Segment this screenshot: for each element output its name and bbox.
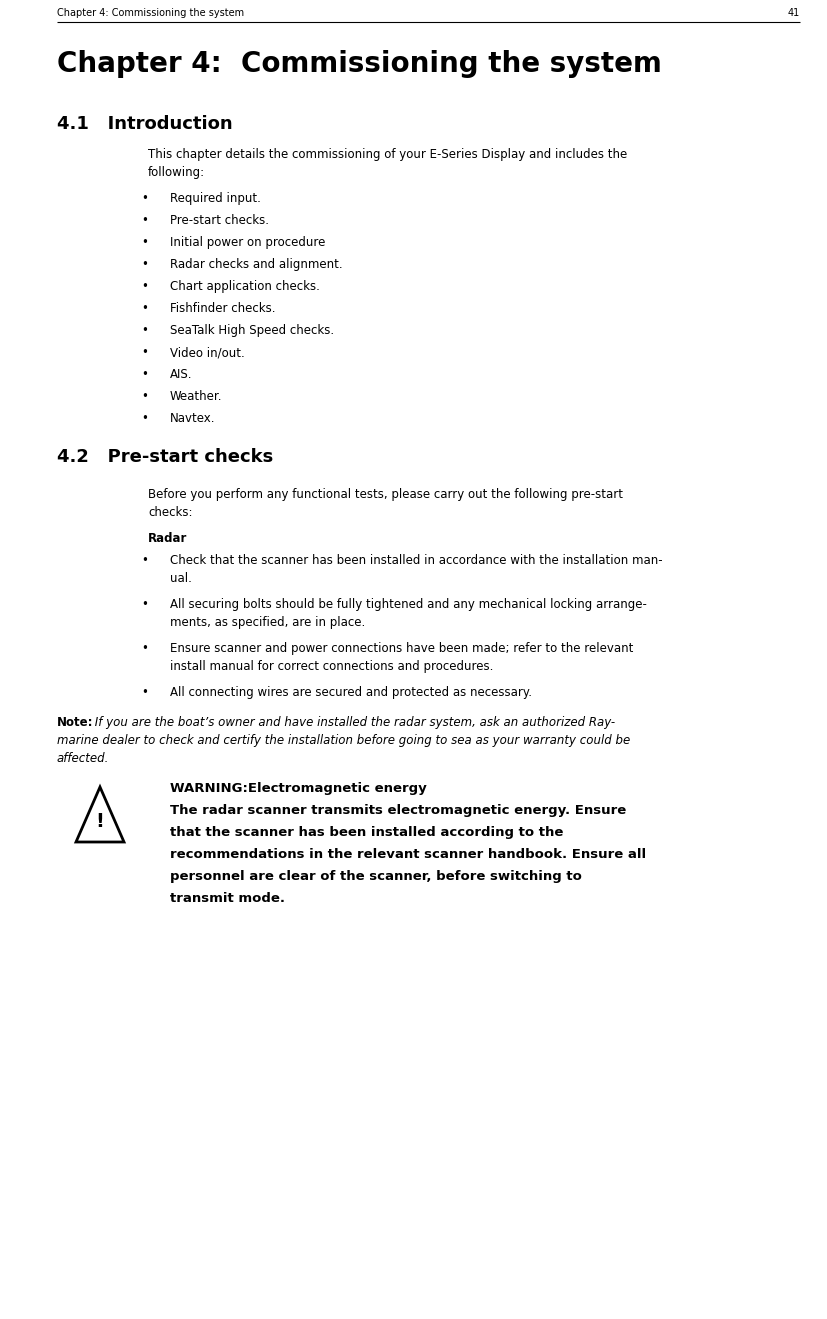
- Text: Chapter 4:  Commissioning the system: Chapter 4: Commissioning the system: [57, 50, 661, 78]
- Text: Pre-start checks.: Pre-start checks.: [170, 214, 269, 227]
- Text: ments, as specified, are in place.: ments, as specified, are in place.: [170, 616, 365, 629]
- Text: Chapter 4: Commissioning the system: Chapter 4: Commissioning the system: [57, 8, 244, 18]
- Text: 4.1   Introduction: 4.1 Introduction: [57, 115, 232, 133]
- Text: 4.2   Pre-start checks: 4.2 Pre-start checks: [57, 448, 273, 466]
- Text: !: !: [95, 811, 104, 831]
- Text: Fishfinder checks.: Fishfinder checks.: [170, 302, 275, 315]
- Text: Video in/out.: Video in/out.: [170, 346, 245, 359]
- Text: AIS.: AIS.: [170, 368, 192, 381]
- Text: •: •: [141, 259, 148, 270]
- Text: Check that the scanner has been installed in accordance with the installation ma: Check that the scanner has been installe…: [170, 554, 662, 567]
- Text: Ensure scanner and power connections have been made; refer to the relevant: Ensure scanner and power connections hav…: [170, 642, 633, 656]
- Text: •: •: [141, 598, 148, 611]
- Text: All securing bolts should be fully tightened and any mechanical locking arrange-: All securing bolts should be fully tight…: [170, 598, 646, 611]
- Text: ual.: ual.: [170, 572, 192, 586]
- Text: This chapter details the commissioning of your E-Series Display and includes the: This chapter details the commissioning o…: [148, 148, 627, 161]
- Text: •: •: [141, 214, 148, 227]
- Text: recommendations in the relevant scanner handbook. Ensure all: recommendations in the relevant scanner …: [170, 848, 645, 861]
- Text: Weather.: Weather.: [170, 390, 222, 404]
- Text: following:: following:: [148, 166, 205, 179]
- Text: Chart application checks.: Chart application checks.: [170, 280, 319, 293]
- Text: •: •: [141, 302, 148, 315]
- Text: Note:: Note:: [57, 716, 93, 729]
- Text: Required input.: Required input.: [170, 193, 261, 204]
- Text: that the scanner has been installed according to the: that the scanner has been installed acco…: [170, 826, 562, 839]
- Text: •: •: [141, 324, 148, 336]
- Text: •: •: [141, 554, 148, 567]
- Text: All connecting wires are secured and protected as necessary.: All connecting wires are secured and pro…: [170, 686, 532, 699]
- Text: •: •: [141, 686, 148, 699]
- Text: •: •: [141, 390, 148, 404]
- Text: personnel are clear of the scanner, before switching to: personnel are clear of the scanner, befo…: [170, 871, 581, 882]
- Text: •: •: [141, 346, 148, 359]
- Text: •: •: [141, 236, 148, 249]
- Text: Initial power on procedure: Initial power on procedure: [170, 236, 325, 249]
- Text: WARNING:Electromagnetic energy: WARNING:Electromagnetic energy: [170, 782, 426, 795]
- Text: The radar scanner transmits electromagnetic energy. Ensure: The radar scanner transmits electromagne…: [170, 805, 625, 816]
- Text: •: •: [141, 642, 148, 656]
- Text: Radar checks and alignment.: Radar checks and alignment.: [170, 259, 342, 270]
- Text: •: •: [141, 193, 148, 204]
- Text: SeaTalk High Speed checks.: SeaTalk High Speed checks.: [170, 324, 334, 336]
- Text: Before you perform any functional tests, please carry out the following pre-star: Before you perform any functional tests,…: [148, 488, 622, 501]
- Text: affected.: affected.: [57, 752, 109, 765]
- Text: Radar: Radar: [148, 532, 187, 545]
- Text: •: •: [141, 368, 148, 381]
- Text: install manual for correct connections and procedures.: install manual for correct connections a…: [170, 660, 493, 673]
- Text: checks:: checks:: [148, 506, 192, 518]
- Text: 41: 41: [786, 8, 799, 18]
- Text: transmit mode.: transmit mode.: [170, 892, 284, 905]
- Text: •: •: [141, 412, 148, 425]
- Text: If you are the boat’s owner and have installed the radar system, ask an authoriz: If you are the boat’s owner and have ins…: [91, 716, 614, 729]
- Text: marine dealer to check and certify the installation before going to sea as your : marine dealer to check and certify the i…: [57, 733, 629, 747]
- Text: Navtex.: Navtex.: [170, 412, 215, 425]
- Text: •: •: [141, 280, 148, 293]
